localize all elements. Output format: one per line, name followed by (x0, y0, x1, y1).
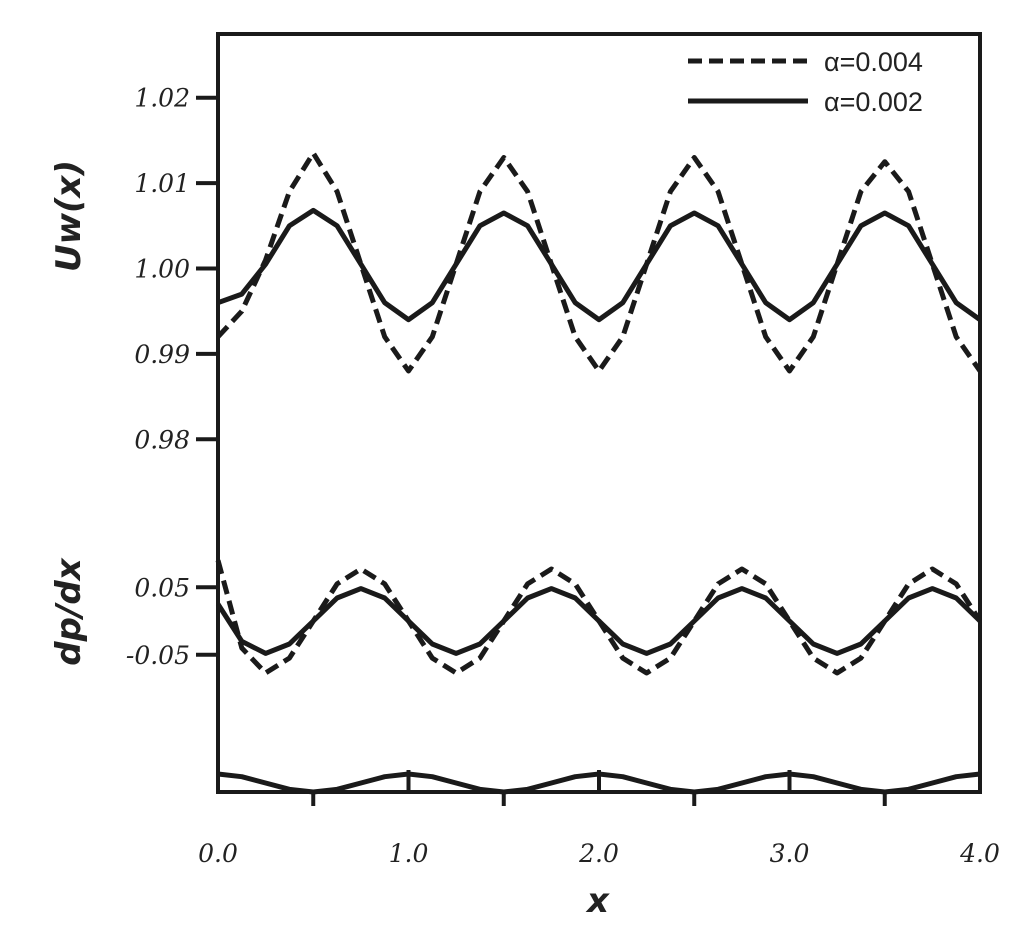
uw-y-tick-label: 0.99 (134, 340, 190, 369)
plot-frame (216, 32, 982, 794)
x-tick-label: 3.0 (770, 839, 810, 868)
x-tick-label: 4.0 (959, 839, 1000, 868)
uw-series-solid-line (217, 207, 982, 323)
series-layer (215, 150, 983, 795)
x-tick-label: 2.0 (578, 839, 619, 868)
uw-y-tick-label: 1.01 (134, 169, 190, 198)
uw-y-tick-label: 1.02 (134, 84, 190, 113)
x-tick-label: 0.0 (198, 839, 238, 868)
dpdx-series-dashed-line (215, 559, 983, 676)
y-tick-layer: 0.98 0.99 1.00 1.01 1.02 0.05 -0.05 (126, 84, 218, 670)
x-tick-layer: 0.0 1.0 2.0 3.0 4.0 (198, 770, 1000, 868)
x-axis-title: x (585, 881, 610, 921)
legend-label-dashed: α=0.004 (824, 47, 923, 77)
uw-series-dashed-line (216, 150, 983, 374)
uw-axis-title: Uw(x) (49, 160, 89, 272)
dpdx-y-tick-label: 0.05 (134, 573, 190, 602)
uw-y-tick-label: 0.98 (134, 425, 190, 454)
legend: α=0.004 α=0.002 (688, 47, 923, 117)
uw-y-tick-label: 1.00 (134, 255, 190, 284)
dpdx-y-tick-label: -0.05 (126, 641, 190, 670)
dpdx-axis-title: dp/dx (49, 557, 89, 665)
legend-label-solid: α=0.002 (824, 87, 923, 117)
x-tick-label: 1.0 (389, 839, 429, 868)
dpdx-series-solid-line (215, 586, 982, 656)
